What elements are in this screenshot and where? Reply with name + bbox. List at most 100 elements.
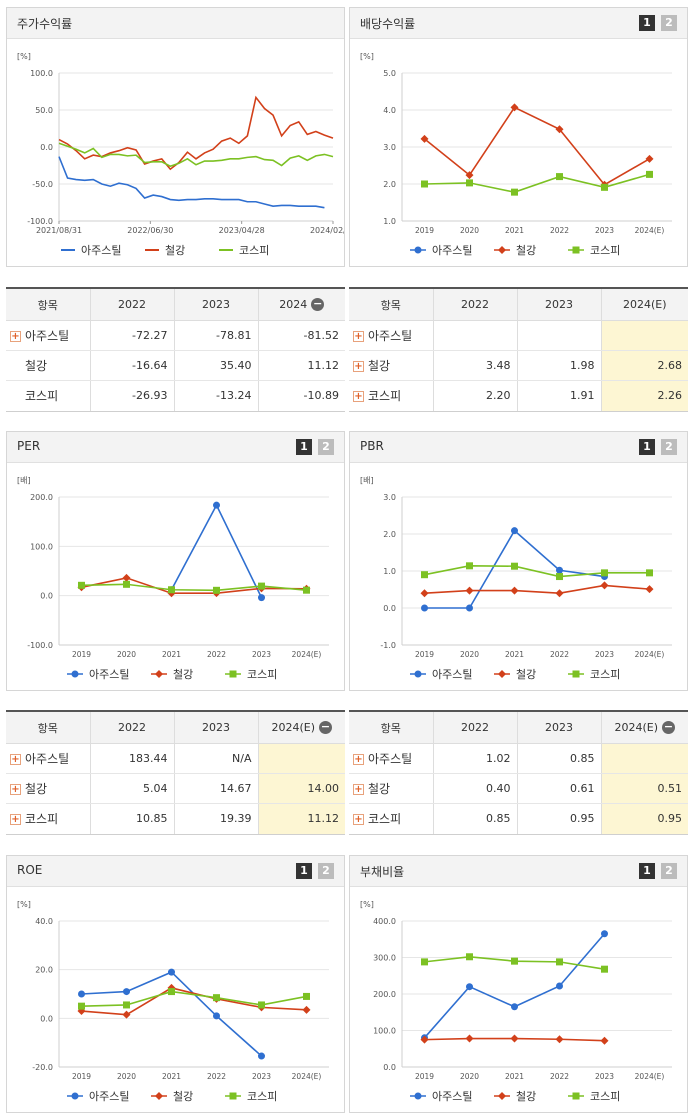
y-tick-label: 100.0 [373,1027,396,1036]
stock-return-panel: 주가수익률 [%] 100.0 50.0 0.0 -50.0 -100.0 2021/08/… [6,7,345,267]
data-point [123,988,130,996]
data-point [511,527,518,535]
value-cell: -13.24 [174,380,259,411]
y-tick-label: -1.0 [380,641,396,650]
column-header: 2022 [90,289,175,321]
tab-2[interactable]: 2 [661,863,677,879]
per-chart: [배] 200.0 100.0 0.0 -100.0 2019 2020 2021 2022 20… [17,476,329,681]
table-row: + 아주스틸 [349,320,688,351]
y-unit-label: [%] [360,900,374,909]
table-row: 철강 -16.64 35.40 11.12 [6,350,345,381]
x-tick-label: 2023 [595,1072,614,1081]
data-point [556,958,563,966]
value-cell [601,320,688,351]
tab-1[interactable]: 1 [639,863,655,879]
y-tick-label: 200.0 [373,990,396,999]
expand-icon[interactable]: + [353,331,364,342]
data-point [466,179,473,187]
tab-1[interactable]: 1 [639,439,655,455]
x-tick-label: 2019 [415,650,434,659]
y-unit-label: [%] [360,52,374,61]
panel-title: PBR [360,439,384,453]
value-cell [258,743,345,774]
row-label: 철강 [368,782,391,796]
data-point [465,171,474,180]
column-header: 항목 [6,712,91,744]
tab-1[interactable]: 1 [639,15,655,31]
y-tick-label: 200.0 [30,493,53,502]
collapse-icon[interactable]: − [311,297,325,312]
data-point [168,968,175,976]
collapse-icon[interactable]: − [662,720,676,735]
expand-icon[interactable]: + [353,361,364,372]
table-row: + 아주스틸 -72.27 -78.81 -81.52 [6,320,345,351]
data-point [78,581,85,589]
value-cell: 0.40 [433,773,518,804]
legend-label: 아주스틸 [81,244,121,257]
tab-2[interactable]: 2 [661,439,677,455]
column-header-label: 2023 [545,721,573,734]
column-header-label: 항목 [37,298,58,312]
value-cell: 2.20 [433,380,518,411]
data-point [213,586,220,594]
expand-icon[interactable]: + [10,784,21,795]
data-point [466,604,473,612]
x-tick-label: 2023 [595,226,614,235]
series-line [81,583,307,592]
x-tick-label: 2023 [595,650,614,659]
value-cell: 0.95 [517,803,602,834]
expand-icon[interactable]: + [353,814,364,826]
x-tick-label: 2022 [207,1072,226,1081]
data-point [510,1034,519,1043]
tab-1[interactable]: 1 [296,863,312,879]
column-header-label: 항목 [380,298,401,312]
value-cell: 14.67 [174,773,259,804]
expand-icon[interactable]: + [353,784,364,795]
x-tick-label: 2023 [252,650,271,659]
data-point [466,953,473,961]
table-row: + 철강 5.04 14.67 14.00 [6,773,345,804]
collapse-icon[interactable]: − [319,720,333,735]
y-tick-label: 5.0 [383,69,396,78]
x-tick-label: 2023/04/28 [219,226,265,235]
data-point [123,580,130,588]
column-header-label: 2023 [545,298,573,311]
table-row: + 철강 0.40 0.61 0.51 [349,773,688,804]
y-unit-label: [배] [17,476,31,485]
y-unit-label: [배] [360,476,374,485]
expand-icon[interactable]: + [10,754,21,765]
debt-ratio-chart: [%] 400.0 300.0 200.0 100.0 0.0 2019 2020 2021 20… [360,900,672,1103]
data-point [600,581,609,590]
y-tick-label: 0.0 [40,1014,53,1023]
y-tick-label: 100.0 [30,69,53,78]
column-header: 2024(E) − [601,712,688,744]
legend-marker [229,670,237,678]
series-line [424,584,650,595]
expand-icon[interactable]: + [353,754,364,765]
expand-icon[interactable]: + [10,814,21,826]
column-header: 2024(E) [601,289,688,321]
table-row: + 코스피 0.85 0.95 0.95 [349,803,688,834]
data-point [511,1003,518,1011]
column-header: 2023 [517,712,602,744]
series-line [81,987,307,1016]
column-header: 2024(E) − [258,712,345,744]
legend-marker [71,670,79,678]
data-point [303,586,310,594]
panel-title: 주가수익률 [17,17,73,31]
value-cell: -10.89 [303,389,339,403]
data-point [302,1005,311,1014]
y-tick-label: -50.0 [32,180,53,189]
stock-return-table: 항목 2022 2023 2024− + 아주스틸 -72.27 -78.81 -81.52 철강… [6,287,345,412]
x-tick-label: 2022 [207,650,226,659]
tab-1[interactable]: 1 [296,439,312,455]
data-point [421,571,428,579]
tab-2[interactable]: 2 [318,439,334,455]
expand-icon[interactable]: + [10,331,21,342]
tab-2[interactable]: 2 [661,15,677,31]
tab-2[interactable]: 2 [318,863,334,879]
expand-icon[interactable]: + [353,391,364,403]
data-point [258,1001,265,1009]
